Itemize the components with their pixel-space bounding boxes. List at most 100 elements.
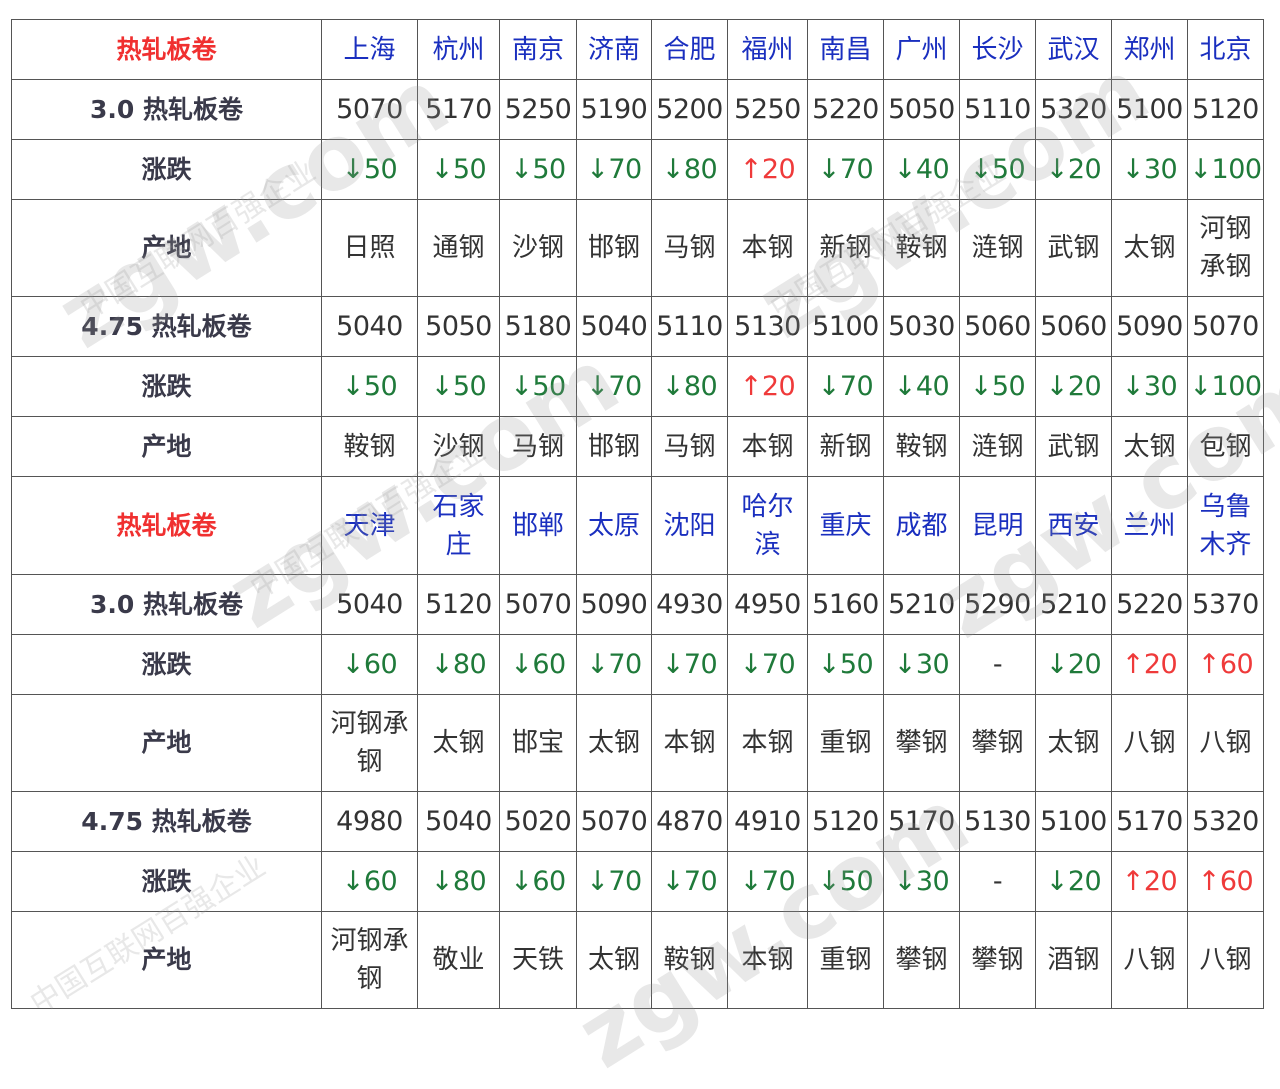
change-cell: ↓50 — [417, 139, 500, 200]
origin-cell: 河钢承钢 — [321, 694, 418, 792]
change-row: 涨跌 ↓50 ↓50 ↓50 ↓70 ↓80 ↑20 ↓70 ↓40 ↓50 ↓20 ↓30 ↓100 — [11, 356, 1264, 417]
origin-cell: 涟钢 — [959, 199, 1036, 297]
section-title: 热轧板卷 — [11, 476, 322, 575]
price-cell: 5180 — [499, 296, 577, 357]
change-cell: ↓70 — [651, 634, 728, 695]
price-cell: 5160 — [807, 574, 884, 635]
price-row: 4.75 热轧板卷 4980 5040 5020 5070 4870 4910 5120 517… — [11, 791, 1264, 852]
origin-cell: 太钢 — [1111, 199, 1188, 297]
origin-cell: 本钢 — [727, 416, 808, 477]
price-cell: 5170 — [417, 79, 500, 140]
change-cell: ↓60 — [499, 851, 577, 912]
price-cell: 5170 — [1111, 791, 1188, 852]
price-cell: 4910 — [727, 791, 808, 852]
origin-cell: 太钢 — [576, 694, 652, 792]
price-cell: 5220 — [807, 79, 884, 140]
header-row: 热轧板卷 上海 杭州 南京 济南 合肥 福州 南昌 广州 长沙 武汉 郑州 北京 — [11, 19, 1264, 80]
change-cell: ↓30 — [1111, 139, 1188, 200]
origin-row: 产地 河钢承钢 敬业 天铁 太钢 鞍钢 本钢 重钢 攀钢 攀钢 酒钢 八钢 八钢 — [11, 911, 1264, 1009]
change-cell: ↓50 — [321, 356, 418, 417]
origin-cell: 武钢 — [1035, 199, 1112, 297]
change-cell: ↓100 — [1187, 139, 1264, 200]
row-label: 涨跌 — [11, 851, 322, 912]
city-header: 沈阳 — [651, 476, 728, 575]
origin-cell: 邯宝 — [499, 694, 577, 792]
origin-cell: 涟钢 — [959, 416, 1036, 477]
city-header: 昆明 — [959, 476, 1036, 575]
origin-cell: 敬业 — [417, 911, 500, 1009]
price-cell: 5020 — [499, 791, 577, 852]
city-header: 哈尔滨 — [727, 476, 808, 575]
price-cell: 5190 — [576, 79, 652, 140]
row-label: 4.75 热轧板卷 — [11, 791, 322, 852]
price-cell: 5040 — [576, 296, 652, 357]
origin-cell: 太钢 — [417, 694, 500, 792]
city-header: 北京 — [1187, 19, 1264, 80]
origin-row: 产地 河钢承钢 太钢 邯宝 太钢 本钢 本钢 重钢 攀钢 攀钢 太钢 八钢 八钢 — [11, 694, 1264, 792]
change-cell: ↓50 — [807, 851, 884, 912]
origin-cell: 邯钢 — [576, 199, 652, 297]
origin-cell: 重钢 — [807, 911, 884, 1009]
price-cell: 5250 — [499, 79, 577, 140]
change-cell: ↓100 — [1187, 356, 1264, 417]
origin-cell: 八钢 — [1187, 911, 1264, 1009]
row-label: 涨跌 — [11, 356, 322, 417]
origin-cell: 攀钢 — [959, 911, 1036, 1009]
origin-cell: 沙钢 — [417, 416, 500, 477]
origin-cell: 攀钢 — [883, 694, 960, 792]
price-cell: 5110 — [651, 296, 728, 357]
price-cell: 5100 — [1111, 79, 1188, 140]
change-cell: ↓60 — [499, 634, 577, 695]
change-cell: ↓70 — [576, 139, 652, 200]
city-header: 郑州 — [1111, 19, 1188, 80]
origin-cell: 重钢 — [807, 694, 884, 792]
change-cell: ↓50 — [959, 139, 1036, 200]
price-cell: 5030 — [883, 296, 960, 357]
change-cell: ↓70 — [576, 634, 652, 695]
change-cell: ↑20 — [727, 356, 808, 417]
price-cell: 5170 — [883, 791, 960, 852]
change-cell: ↓80 — [417, 851, 500, 912]
city-header: 重庆 — [807, 476, 884, 575]
origin-cell: 攀钢 — [959, 694, 1036, 792]
row-label: 产地 — [11, 694, 322, 792]
origin-cell: 太钢 — [1035, 694, 1112, 792]
steel-price-table: 热轧板卷 上海 杭州 南京 济南 合肥 福州 南昌 广州 长沙 武汉 郑州 北京 3.0 热轧板卷 5070… — [11, 19, 1264, 1009]
change-row: 涨跌 ↓50 ↓50 ↓50 ↓70 ↓80 ↑20 ↓70 ↓40 ↓50 ↓20 ↓30 ↓100 — [11, 139, 1264, 200]
change-cell: ↓70 — [576, 851, 652, 912]
origin-cell: 沙钢 — [499, 199, 577, 297]
city-header: 邯郸 — [499, 476, 577, 575]
price-cell: 5050 — [417, 296, 500, 357]
change-cell: ↓70 — [727, 851, 808, 912]
row-label: 涨跌 — [11, 634, 322, 695]
change-cell: ↓40 — [883, 356, 960, 417]
price-cell: 5250 — [727, 79, 808, 140]
row-label: 产地 — [11, 911, 322, 1009]
city-header: 南昌 — [807, 19, 884, 80]
change-cell: ↓40 — [883, 139, 960, 200]
origin-cell: 武钢 — [1035, 416, 1112, 477]
origin-cell: 酒钢 — [1035, 911, 1112, 1009]
change-cell: ↓30 — [883, 634, 960, 695]
city-header: 乌鲁木齐 — [1187, 476, 1264, 575]
origin-cell: 鞍钢 — [883, 416, 960, 477]
price-row: 3.0 热轧板卷 5040 5120 5070 5090 4930 4950 5160 5210… — [11, 574, 1264, 635]
change-cell: ↓30 — [883, 851, 960, 912]
change-cell: ↓70 — [727, 634, 808, 695]
origin-cell: 新钢 — [807, 199, 884, 297]
change-cell: ↓80 — [651, 139, 728, 200]
city-header: 南京 — [499, 19, 577, 80]
city-header: 太原 — [576, 476, 652, 575]
row-label: 涨跌 — [11, 139, 322, 200]
change-cell: ↓20 — [1035, 851, 1112, 912]
origin-cell: 河钢承钢 — [1187, 199, 1264, 297]
price-cell: 5070 — [1187, 296, 1264, 357]
origin-cell: 本钢 — [727, 694, 808, 792]
price-cell: 5210 — [883, 574, 960, 635]
change-cell: ↓50 — [807, 634, 884, 695]
price-cell: 5040 — [321, 574, 418, 635]
city-header: 上海 — [321, 19, 418, 80]
price-cell: 5200 — [651, 79, 728, 140]
change-row: 涨跌 ↓60 ↓80 ↓60 ↓70 ↓70 ↓70 ↓50 ↓30- ↓20 ↑20 ↑60 — [11, 851, 1264, 912]
row-label: 4.75 热轧板卷 — [11, 296, 322, 357]
